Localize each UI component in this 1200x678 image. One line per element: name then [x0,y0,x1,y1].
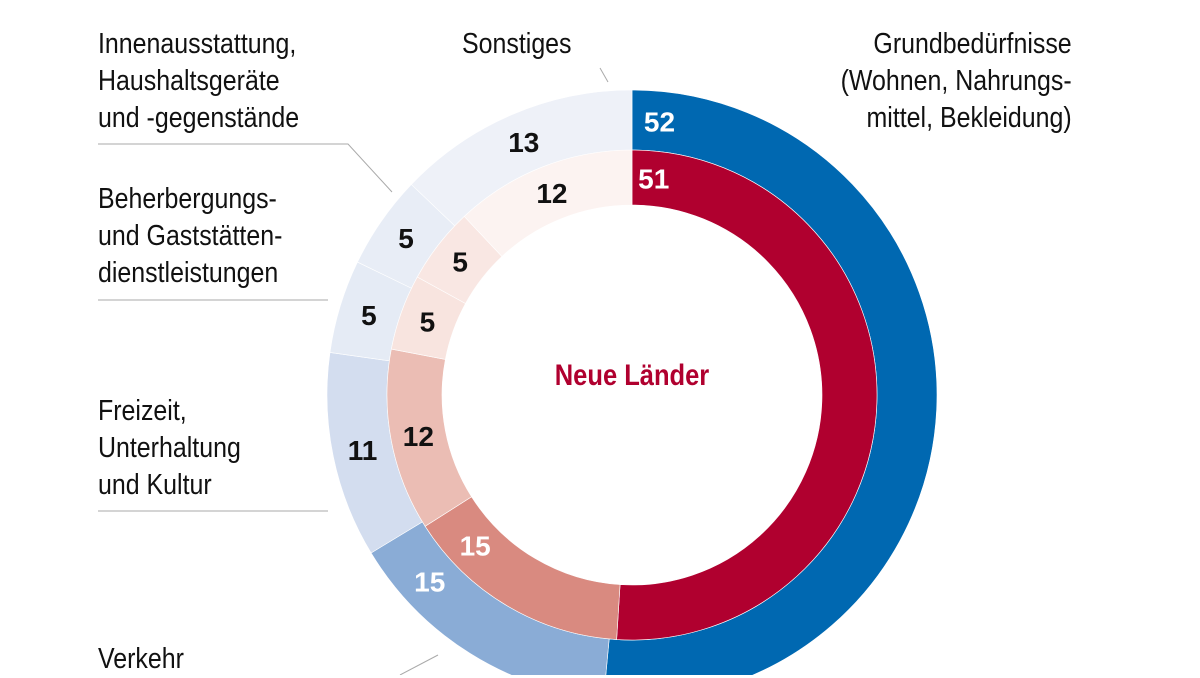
inner-ring-segment-0 [616,149,878,641]
category-label-beherbergung: Beherbergungs- und Gaststätten- dienstle… [98,183,283,289]
category-label-innenausstattung: Innenausstattung, Haushaltsgeräte und -g… [98,28,300,134]
outer-ring-value-label-3: 5 [361,300,377,331]
leader-line-innenausstattung [98,143,393,193]
inner-ring-value-label-5: 12 [536,178,567,209]
leader-line-sonstiges [599,67,609,83]
center-label: Neue Länder [554,359,710,392]
category-label-freizeit: Freizeit, Unterhaltung und Kultur [98,395,241,501]
inner-ring-value-label-3: 5 [420,306,436,337]
inner-ring-segment-5 [463,149,633,257]
inner-ring-value-label-0: 51 [638,164,669,195]
outer-ring-value-label-5: 13 [508,127,539,158]
inner-ring-value-label-2: 12 [403,421,434,452]
leader-lines [98,67,609,675]
category-label-grundbeduerfnisse: Grundbedürfnisse (Wohnen, Nahrungs- mitt… [840,28,1072,134]
inner-ring-value-label-1: 15 [460,531,491,562]
outer-ring-value-label-1: 15 [414,566,445,597]
category-label-sonstiges: Sonstiges [462,28,572,60]
outer-ring-value-label-2: 11 [348,435,378,466]
inner-ring-value-label-4: 5 [452,247,468,278]
outer-ring-value-label-0: 52 [644,106,675,137]
outer-ring-value-label-4: 5 [398,223,414,254]
category-label-verkehr: Verkehr [98,643,184,675]
leader-line-verkehr [399,654,439,675]
